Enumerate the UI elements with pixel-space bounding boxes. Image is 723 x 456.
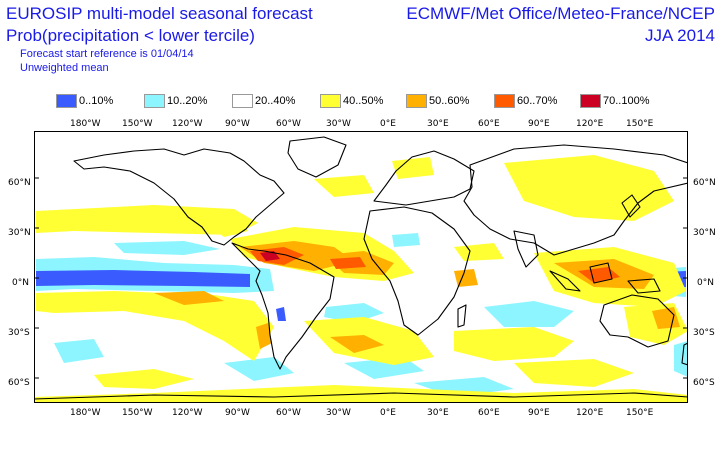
season-label: JJA 2014 <box>645 26 715 45</box>
lon-label: 30°W <box>326 119 351 129</box>
blue-nafrica <box>392 233 420 247</box>
yellow-spcz <box>36 291 274 361</box>
lon-label: 90°E <box>528 119 550 129</box>
coastline-new-guinea <box>627 278 661 294</box>
probability-shading <box>34 155 688 403</box>
blue-southern-4 <box>674 341 688 377</box>
legend-label: 10..20% <box>167 95 208 107</box>
lon-label: 150°W <box>122 119 153 129</box>
coastline-asia <box>463 144 688 256</box>
yellow-southern-2 <box>514 359 634 387</box>
lon-label: 30°W <box>326 408 351 418</box>
legend-label: 20..40% <box>255 95 296 107</box>
forecast-start-reference: Forecast start reference is 01/04/14 <box>20 48 194 60</box>
probability-map <box>34 131 688 403</box>
lon-label: 120°E <box>576 119 604 129</box>
map-title: EUROSIP multi-model seasonal forecast <box>6 4 313 23</box>
legend-swatch <box>232 94 253 108</box>
lon-label: 0°E <box>380 408 396 418</box>
coastline-india <box>513 230 539 268</box>
map-variable: Prob(precipitation < lower tercile) <box>6 26 255 45</box>
blue-nw-pacific <box>114 241 220 255</box>
legend-swatch <box>144 94 165 108</box>
lon-label: 90°E <box>528 408 550 418</box>
orange-indian <box>454 269 478 287</box>
lon-label: 90°W <box>225 408 250 418</box>
legend-swatch <box>406 94 427 108</box>
coastline-africa <box>363 206 471 336</box>
yellow-nafrica <box>314 175 374 197</box>
coastline-north-america <box>73 148 285 246</box>
coastline-greenland <box>287 136 347 178</box>
producers-label: ECMWF/Met Office/Meteo-France/NCEP <box>406 4 715 23</box>
yellow-asia <box>504 155 674 221</box>
orange-south-atlantic <box>330 335 384 353</box>
lon-label: 30°E <box>427 408 449 418</box>
legend-swatch <box>320 94 341 108</box>
coastline-japan <box>621 194 641 218</box>
legend-label: 40..50% <box>343 95 384 107</box>
coastline-borneo <box>589 262 613 284</box>
coastline-europe <box>373 150 475 206</box>
lon-label: 90°W <box>225 119 250 129</box>
lon-label: 60°W <box>276 408 301 418</box>
lon-label: 60°W <box>276 119 301 129</box>
coastline-madagascar <box>457 304 467 328</box>
darkorange-atlantic <box>330 257 366 269</box>
weighting-note: Unweighted mean <box>20 62 109 74</box>
legend-label: 0..10% <box>79 95 114 107</box>
yellow-southern <box>94 369 194 389</box>
lat-label: 0°N <box>12 278 29 288</box>
lat-label: 30°S <box>8 328 30 338</box>
coastlines <box>34 136 688 400</box>
legend-swatch <box>494 94 515 108</box>
yellow-indian-n <box>454 243 504 261</box>
lat-label: 0°N <box>697 278 714 288</box>
legend-label: 50..60% <box>429 95 470 107</box>
lon-label: 120°W <box>172 408 203 418</box>
lat-label: 30°S <box>693 328 715 338</box>
lon-label: 60°E <box>478 408 500 418</box>
legend-swatch <box>56 94 77 108</box>
lat-label: 60°S <box>693 378 715 388</box>
blue-indian-s <box>484 301 574 327</box>
lon-label: 180°W <box>70 119 101 129</box>
coastline-antarctica <box>34 392 688 400</box>
lon-label: 60°E <box>478 119 500 129</box>
orange-npacific <box>154 291 224 305</box>
yellow-mexico <box>204 217 248 237</box>
blue-southern-1 <box>54 339 104 363</box>
lon-label: 150°W <box>122 408 153 418</box>
orange-south-america <box>256 323 272 349</box>
coastline-australia <box>599 294 675 348</box>
coastline-south-america <box>231 242 335 370</box>
lon-label: 0°E <box>380 119 396 129</box>
deep-blue-band-pacific <box>36 270 250 287</box>
lon-label: 150°E <box>626 119 654 129</box>
blue-peru <box>276 307 286 321</box>
coastline-sumatra <box>549 270 581 292</box>
lat-label: 60°S <box>8 378 30 388</box>
lon-label: 180°W <box>70 408 101 418</box>
lat-label: 60°N <box>693 178 716 188</box>
blue-atlantic-s <box>324 303 384 323</box>
lat-label: 30°N <box>8 228 31 238</box>
map-border <box>34 131 688 403</box>
coastline-new-zealand <box>681 342 688 366</box>
lat-label: 60°N <box>8 178 31 188</box>
lon-label: 30°E <box>427 119 449 129</box>
yellow-indian-south <box>454 327 574 361</box>
lon-label: 150°E <box>626 408 654 418</box>
lon-label: 120°W <box>172 119 203 129</box>
lon-label: 120°E <box>576 408 604 418</box>
yellow-europe <box>392 157 434 179</box>
legend-label: 60..70% <box>517 95 558 107</box>
legend-swatch <box>580 94 601 108</box>
legend-label: 70..100% <box>603 95 650 107</box>
lat-label: 30°N <box>693 228 716 238</box>
orange-australia <box>652 307 680 329</box>
